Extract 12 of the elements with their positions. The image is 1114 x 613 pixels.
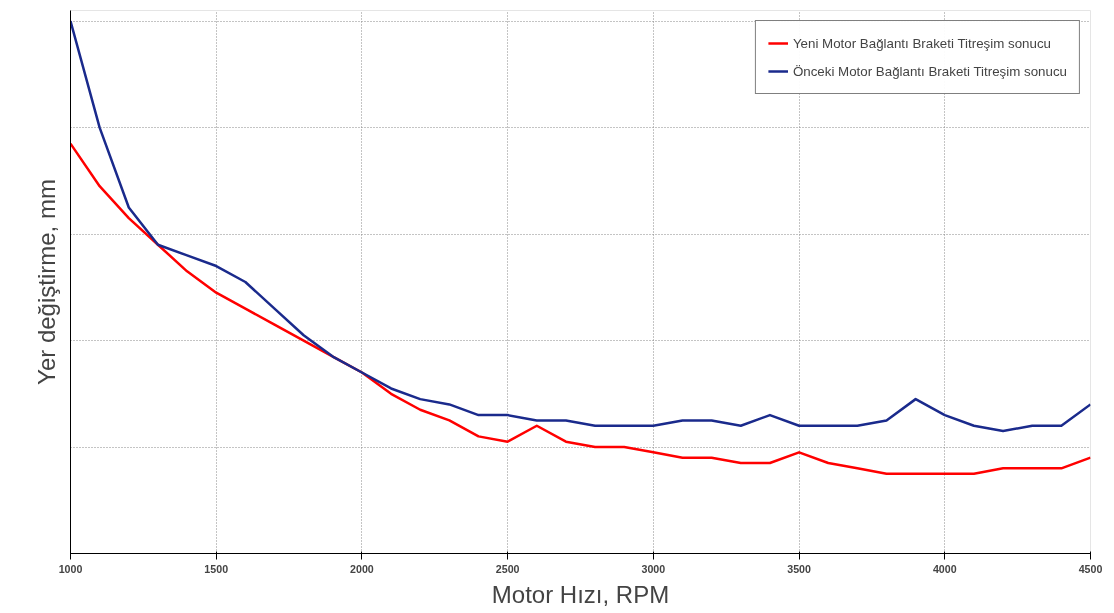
x-tick-label: 4500 bbox=[1078, 562, 1103, 575]
x-axis-title: Motor Hızı, RPM bbox=[491, 580, 670, 608]
legend-label: Yeni Motor Bağlantı Braketi Titreşim sonucu bbox=[792, 35, 1051, 51]
x-tick-label: 4000 bbox=[932, 562, 957, 575]
legend-label: Önceki Motor Bağlantı Braketi Titreşim sonucu bbox=[792, 63, 1067, 79]
x-tick-label: 2000 bbox=[350, 562, 374, 575]
x-tick-label: 3500 bbox=[787, 562, 811, 575]
x-tick-label: 1000 bbox=[58, 562, 83, 575]
x-tick-label: 3000 bbox=[641, 562, 666, 575]
y-axis-title: Yer değiştirme, mm bbox=[32, 179, 60, 385]
x-tick-label: 2500 bbox=[495, 562, 520, 575]
x-tick-label: 1500 bbox=[204, 562, 229, 575]
